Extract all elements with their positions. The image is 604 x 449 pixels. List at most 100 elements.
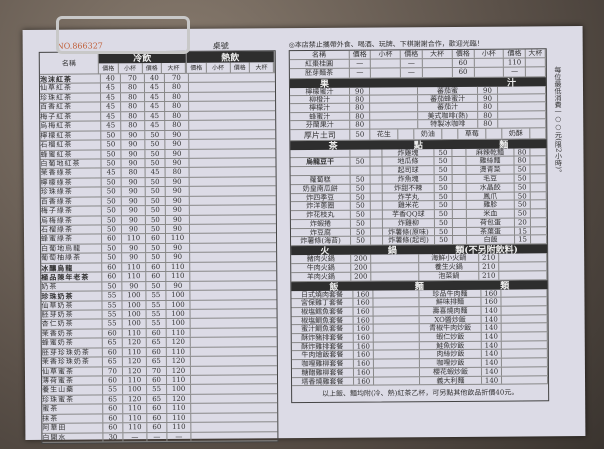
blank-cell [530,127,547,138]
drink-price: 90 [165,196,190,206]
blank-cell [530,183,547,191]
price: 140 [481,358,502,367]
item-name: 椒塩鯛魚套餐 [291,316,354,325]
blank-cell [370,120,419,129]
item-name: 荷包蛋 [466,218,515,227]
price: 50 [350,157,371,166]
blank-cell [371,272,420,281]
drink-price: 50 [102,253,123,263]
drink-price: 45 [144,83,166,92]
price: 160 [353,307,374,316]
drink-price: 90 [121,196,146,206]
blank-cell [373,333,420,342]
price: 50 [514,165,531,174]
drink-price: 90 [165,215,190,224]
drink-price: 110 [123,413,148,423]
large: 大杯 [525,49,546,58]
drink-price: 70 [102,366,123,376]
price: 價格 [400,50,423,59]
drink-price: 60 [103,414,124,423]
blank-cell [530,156,547,165]
drink-price: 50 [145,196,166,206]
price: 160 [353,333,374,342]
large-label: 大杯 [250,62,274,73]
drink-price: 50 [145,158,166,168]
subheader: 價格 小杯 價格 大杯 [186,62,274,74]
blank-cell [498,102,547,111]
drink-price: 90 [122,253,147,263]
drink-price: 70 [120,74,145,83]
blank-cell [370,95,419,103]
price: — [349,68,372,78]
drink-price: 110 [122,234,147,244]
blank-cell [373,324,420,333]
blank-cell [371,263,420,272]
drink-price: 120 [167,394,192,404]
drink-price: 100 [123,385,148,395]
price: 50 [350,184,371,193]
blank-cell [373,298,420,307]
hot-header: 熱飲 [186,51,274,64]
item-name: 壽喜燒肉麵 [419,306,482,315]
blank-cell [370,228,384,237]
item-name: 雞絲麵 [466,156,515,165]
drink-price: 90 [165,130,190,140]
drink-price: 50 [145,215,166,225]
drink-name: 珍珠奶茶 [41,291,103,301]
drink-price: 60 [146,272,167,281]
item-name: 酥炸雞排套餐 [291,342,354,351]
meals-footer-note: 以上飯、麵均附(冷、熱)紅茶乙杯，可另點其他飲品折價40元。 [321,388,519,399]
drink-price: 90 [122,281,147,291]
drink-price: 90 [165,158,190,168]
blank-cell [374,376,421,385]
item-name: 厚片土司 [290,129,351,140]
flavor: 花生 [370,128,399,140]
blank-cell [499,253,548,262]
drink-price: 50 [101,206,122,215]
price: 50 [350,219,371,228]
large-label: 大杯 [162,62,186,73]
blank-cell [370,111,419,120]
price: 50 [434,157,453,166]
item-name: 特製冰咖啡 [418,119,479,128]
drink-price: 55 [102,319,123,329]
blank-cell [502,375,549,384]
blank-cell [422,59,453,68]
drink-price: 55 [147,385,168,394]
price: 50 [350,129,371,140]
drink-price: 120 [122,338,147,347]
name-header: 名稱 [289,50,350,60]
item-name: 蕃茄蜂蜜汁 [418,94,479,103]
drink-name: 石榴紅茶 [40,140,102,150]
drink-price: 90 [121,225,146,234]
blank-cell [501,332,548,341]
drinks-header: 名稱 冷飲 價格 小杯 價格 大杯 熱飲 價格 小杯 價格 大杯 [39,51,275,75]
drink-name: 胚芽奶茶 [41,310,103,320]
drink-price: 60 [147,404,168,413]
drink-price: 55 [146,291,167,300]
drink-name: 薄荷蜜茶 [41,376,104,386]
drink-price: 110 [167,413,192,423]
blank-cell [290,166,351,175]
drink-price: 70 [164,73,189,83]
drink-price: 80 [121,102,146,112]
item-name: 蜜汁鯛魚套餐 [291,325,354,334]
drink-price: 80 [165,92,190,102]
price: 50 [514,174,531,183]
price: 80 [478,111,499,119]
price: 140 [481,324,502,332]
drink-price: 65 [146,357,167,366]
item-name: 燙青菜 [466,165,515,174]
drink-name: 珍珠蜜茶 [42,395,104,405]
drink-price: 45 [101,121,122,131]
item-name: 宮保雞丁套餐 [291,299,354,308]
drink-price: 40 [100,74,121,83]
clipboard-clip [56,16,190,54]
drink-price: 90 [122,243,147,253]
minimum-charge-note: 每位最低消費一○○元(限2小時)。 [553,66,563,177]
blank-cell [530,200,547,209]
item-name: 豬肉火鍋 [291,254,352,264]
drink-price: 45 [100,83,122,93]
item-name: 咖哩炒飯 [419,358,482,368]
drink-price: 110 [123,404,148,414]
